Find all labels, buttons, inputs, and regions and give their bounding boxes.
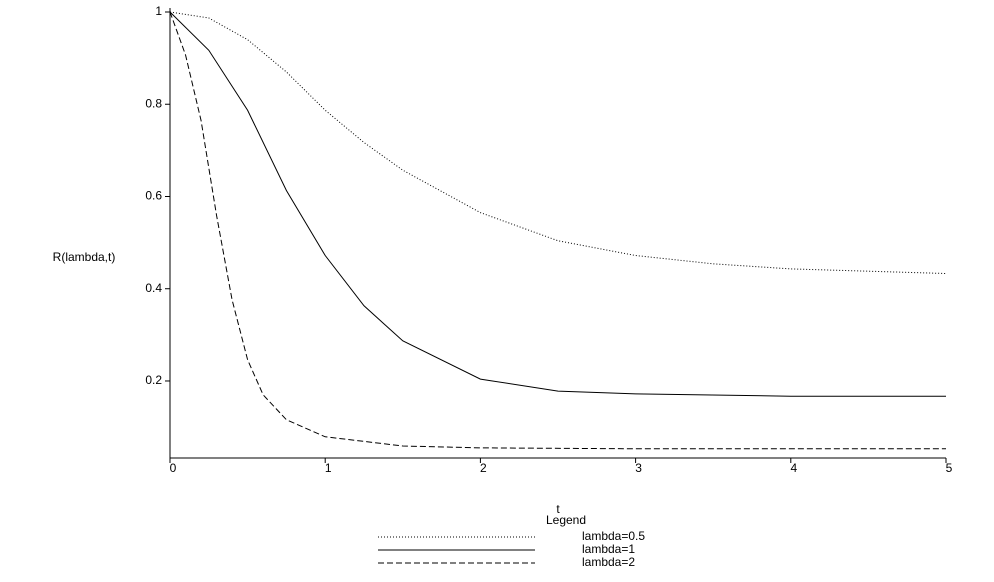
legend-label: lambda=1 (582, 542, 635, 556)
legend-label: lambda=2 (582, 555, 635, 569)
x-tick-label: 5 (946, 461, 953, 475)
series-line (169, 11, 946, 397)
legend-title: Legend (546, 513, 586, 527)
series-line (169, 11, 947, 275)
y-tick-label: 0.4 (145, 281, 162, 295)
x-tick-label: 0 (170, 461, 177, 475)
y-tick-label: 1 (155, 4, 162, 18)
x-tick-label: 3 (635, 461, 642, 475)
y-axis-label: R(lambda,t) (53, 250, 116, 264)
series-line (169, 11, 946, 450)
y-tick-label: 0.8 (145, 96, 162, 110)
x-tick-label: 4 (790, 461, 797, 475)
legend-label: lambda=0.5 (582, 529, 645, 543)
y-tick-label: 0.6 (145, 189, 162, 203)
x-tick-label: 1 (325, 461, 332, 475)
y-tick-label: 0.2 (145, 373, 162, 387)
x-axis-label: t (556, 502, 560, 516)
x-tick-label: 2 (480, 461, 487, 475)
